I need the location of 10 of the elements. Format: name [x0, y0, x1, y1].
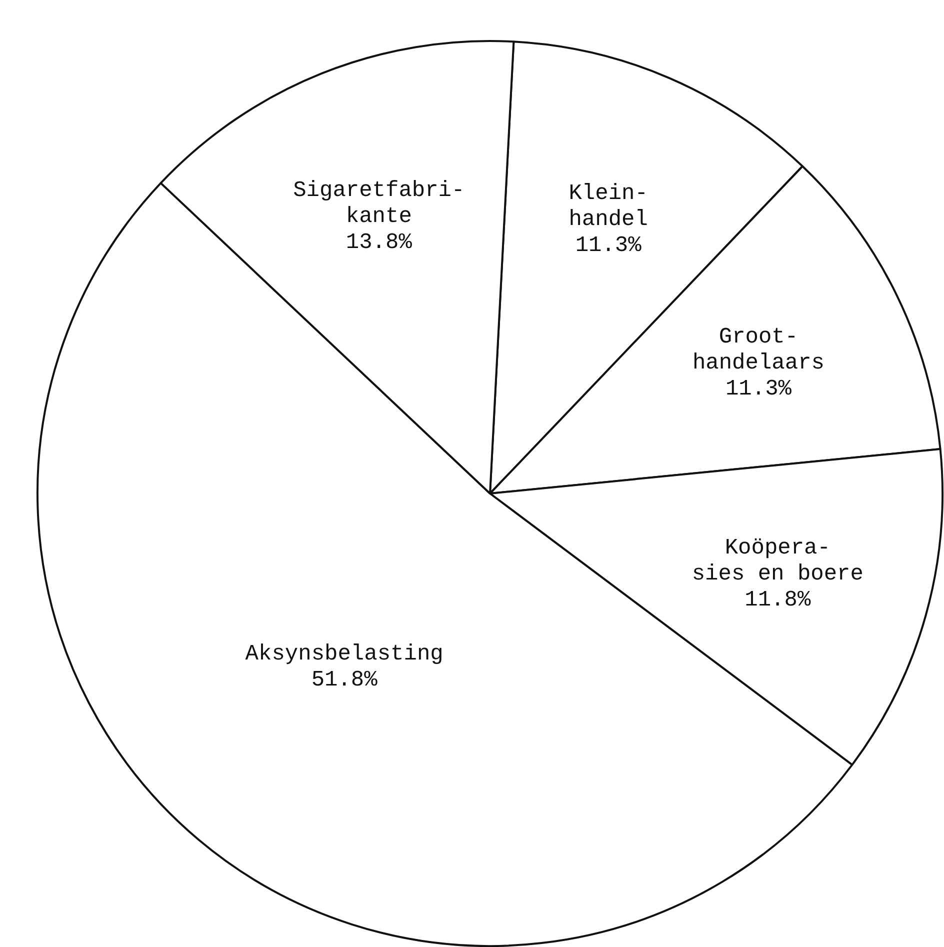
data-label: 13.8% [346, 230, 413, 256]
slice-label: Koöpera- sies en boere [692, 536, 864, 587]
slice-label: Aksynsbelasting [245, 641, 444, 666]
data-label: 11.3% [725, 376, 792, 402]
slice-label: Sigaretfabri- kante [293, 178, 465, 230]
data-label: 11.3% [575, 233, 642, 258]
slice-label: Klein- handel [568, 181, 648, 232]
slice-label: Groot- handelaars [692, 324, 824, 376]
data-label: 11.8% [744, 588, 812, 613]
data-label: 51.8% [311, 667, 378, 692]
